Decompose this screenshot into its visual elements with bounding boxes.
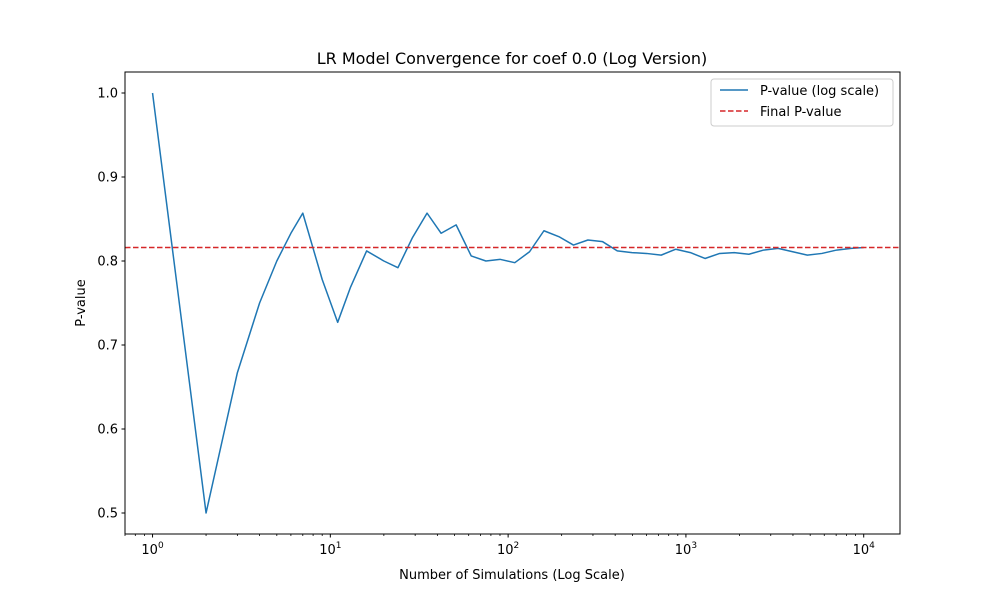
x-tick-label: 104: [853, 541, 876, 558]
legend-box: [710, 78, 894, 127]
series-layer: [125, 92, 900, 514]
x-tick-label: 102: [497, 541, 519, 558]
y-tick-label: 1.0: [97, 87, 118, 102]
x-tick-exponent: 0: [158, 541, 164, 551]
x-axis-label: Number of Simulations (Log Scale): [399, 568, 625, 583]
y-tick-label: 0.7: [97, 339, 118, 354]
x-tick-mantissa: 10: [319, 543, 336, 558]
x-tick-exponent: 3: [691, 541, 697, 551]
plot-area: [124, 71, 901, 535]
x-tick-exponent: 2: [514, 541, 520, 551]
legend-label-p-value: P-value (log scale): [760, 84, 879, 99]
chart-title: LR Model Convergence for coef 0.0 (Log V…: [317, 49, 708, 68]
legend: P-value (log scale) Final P-value: [710, 78, 894, 127]
x-tick-mantissa: 10: [675, 543, 692, 558]
x-tick-exponent: 1: [336, 541, 342, 551]
x-tick-exponent: 4: [869, 541, 875, 551]
x-tick-mantissa: 10: [497, 543, 514, 558]
y-axis: 0.5 0.6 0.7 0.8 0.9 1.0: [97, 87, 125, 522]
y-axis-label: P-value: [74, 279, 89, 326]
y-tick-label: 0.9: [97, 171, 118, 186]
legend-label-final-p-value: Final P-value: [760, 105, 842, 120]
y-tick-label: 0.6: [97, 423, 118, 438]
x-tick-label: 103: [675, 541, 697, 558]
plot-frame: [124, 71, 901, 535]
x-tick-mantissa: 10: [853, 543, 870, 558]
x-axis: 100 101 102 103 104: [124, 534, 876, 558]
y-tick-label: 0.8: [97, 255, 118, 270]
x-tick-label: 101: [319, 541, 341, 558]
x-tick-mantissa: 10: [141, 543, 158, 558]
y-tick-label: 0.5: [97, 507, 118, 522]
x-tick-label: 100: [141, 541, 164, 558]
